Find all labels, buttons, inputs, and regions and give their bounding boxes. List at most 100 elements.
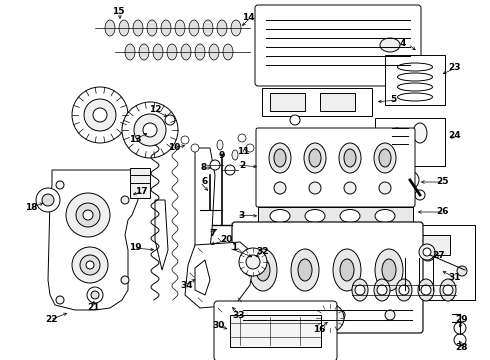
Circle shape <box>379 182 391 194</box>
Ellipse shape <box>413 123 427 143</box>
Circle shape <box>72 247 108 283</box>
Ellipse shape <box>203 20 213 36</box>
FancyBboxPatch shape <box>214 301 337 360</box>
Text: 2: 2 <box>239 161 245 170</box>
Ellipse shape <box>382 259 396 281</box>
Ellipse shape <box>333 249 361 291</box>
Ellipse shape <box>232 150 238 160</box>
Circle shape <box>246 144 254 152</box>
Circle shape <box>316 304 344 332</box>
Circle shape <box>421 285 431 295</box>
Circle shape <box>83 210 93 220</box>
Text: 20: 20 <box>220 235 232 244</box>
Ellipse shape <box>167 44 177 60</box>
Circle shape <box>454 334 466 346</box>
Circle shape <box>66 193 110 237</box>
Ellipse shape <box>304 143 326 173</box>
Ellipse shape <box>440 279 456 301</box>
Ellipse shape <box>396 279 412 301</box>
Bar <box>375 118 445 166</box>
Bar <box>130 168 150 198</box>
Text: 11: 11 <box>237 148 249 157</box>
Text: 15: 15 <box>112 8 124 17</box>
Ellipse shape <box>181 44 191 60</box>
Ellipse shape <box>147 20 157 36</box>
Ellipse shape <box>340 210 360 222</box>
Polygon shape <box>155 200 168 270</box>
Bar <box>320 93 355 111</box>
Text: 14: 14 <box>242 13 255 22</box>
Polygon shape <box>195 260 210 295</box>
Ellipse shape <box>217 20 227 36</box>
Text: 12: 12 <box>149 105 162 114</box>
Ellipse shape <box>339 143 361 173</box>
Text: 3: 3 <box>239 211 245 220</box>
Ellipse shape <box>379 149 391 167</box>
Ellipse shape <box>305 210 325 222</box>
Bar <box>230 315 321 347</box>
Circle shape <box>93 108 107 122</box>
Ellipse shape <box>189 20 199 36</box>
Ellipse shape <box>119 20 129 36</box>
Circle shape <box>355 285 365 295</box>
Text: 33: 33 <box>232 310 245 320</box>
Text: 10: 10 <box>168 144 180 153</box>
Circle shape <box>56 181 64 189</box>
Text: 9: 9 <box>219 150 225 159</box>
Circle shape <box>86 261 94 269</box>
Text: 16: 16 <box>314 325 326 334</box>
Circle shape <box>239 248 267 276</box>
Circle shape <box>80 255 100 275</box>
Circle shape <box>84 99 116 131</box>
Ellipse shape <box>175 20 185 36</box>
Text: 4: 4 <box>400 40 406 49</box>
Circle shape <box>76 203 100 227</box>
Ellipse shape <box>397 93 433 101</box>
Ellipse shape <box>397 63 433 71</box>
Circle shape <box>121 276 129 284</box>
Circle shape <box>122 102 178 158</box>
Text: 30: 30 <box>213 320 225 329</box>
Text: 29: 29 <box>455 315 467 324</box>
Polygon shape <box>185 242 255 308</box>
Ellipse shape <box>418 279 434 301</box>
Text: 32: 32 <box>256 248 269 256</box>
Text: 31: 31 <box>448 274 461 283</box>
Circle shape <box>238 134 246 142</box>
Text: 19: 19 <box>129 243 142 252</box>
Circle shape <box>401 171 419 189</box>
Text: 5: 5 <box>390 95 396 104</box>
Ellipse shape <box>388 128 406 156</box>
Ellipse shape <box>249 249 277 291</box>
Circle shape <box>423 248 431 256</box>
Circle shape <box>121 196 129 204</box>
Ellipse shape <box>274 149 286 167</box>
Ellipse shape <box>397 73 433 81</box>
Text: 18: 18 <box>25 203 38 212</box>
Bar <box>400 235 450 255</box>
Circle shape <box>274 182 286 194</box>
Ellipse shape <box>374 143 396 173</box>
Text: 27: 27 <box>432 251 444 260</box>
Text: 26: 26 <box>436 207 448 216</box>
Text: 6: 6 <box>202 177 208 186</box>
Text: 28: 28 <box>455 343 467 352</box>
Ellipse shape <box>105 20 115 36</box>
Ellipse shape <box>231 20 241 36</box>
Circle shape <box>210 160 220 170</box>
Circle shape <box>181 136 189 144</box>
Text: 7: 7 <box>210 229 216 238</box>
Circle shape <box>134 114 166 146</box>
Ellipse shape <box>298 259 312 281</box>
Ellipse shape <box>133 20 143 36</box>
Text: 1: 1 <box>231 243 237 252</box>
Ellipse shape <box>309 149 321 167</box>
FancyBboxPatch shape <box>232 222 423 333</box>
Ellipse shape <box>161 20 171 36</box>
Text: 23: 23 <box>448 63 461 72</box>
Circle shape <box>335 310 345 320</box>
Circle shape <box>225 165 235 175</box>
Circle shape <box>72 87 128 143</box>
Text: 25: 25 <box>436 177 448 186</box>
Circle shape <box>309 182 321 194</box>
